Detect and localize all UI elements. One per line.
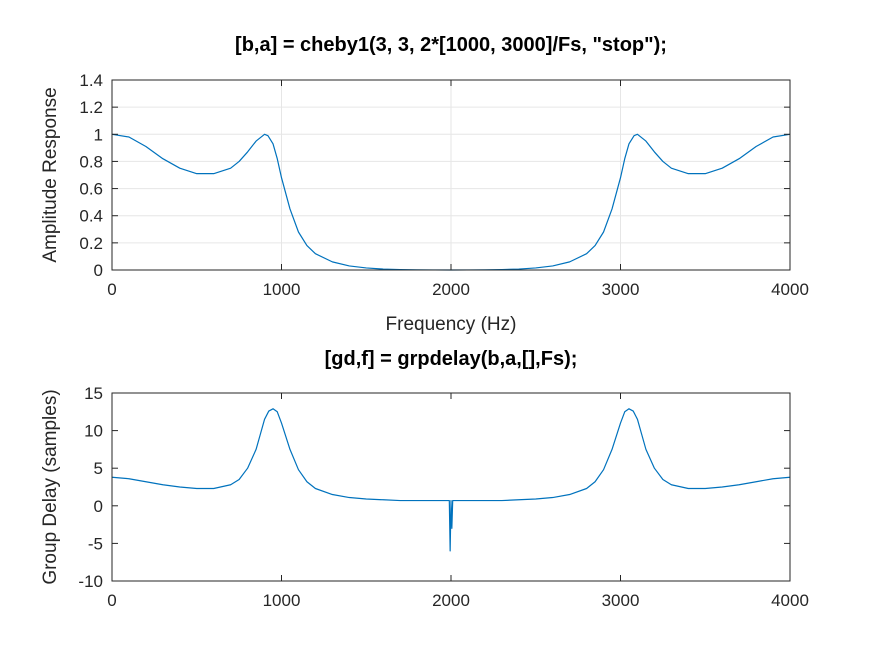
bottom-y-tick-label: 5 [94,459,103,478]
bottom-y-tick-label: 15 [84,384,103,403]
top-plot-title: [b,a] = cheby1(3, 3, 2*[1000, 3000]/Fs, … [235,34,667,56]
bottom-axes-box [111,392,791,582]
bottom-x-tick-label: 2000 [432,591,470,610]
top-y-axis-label: Amplitude Response [40,87,61,262]
top-y-tick-label: 1.4 [79,71,103,90]
top-y-tick-label: 1.2 [79,98,103,117]
top-y-tick-label: 1 [94,125,103,144]
bottom-y-axis-label: Group Delay (samples) [40,389,61,584]
top-x-tick-label: 3000 [602,280,640,299]
bottom-y-tick-label: -5 [88,534,103,553]
bottom-x-tick-label: 4000 [771,591,809,610]
top-x-tick-label: 4000 [771,280,809,299]
bottom-y-tick-label: -10 [78,572,103,591]
bottom-x-tick-label: 1000 [263,591,301,610]
top-y-tick-label: 0.8 [79,152,103,171]
top-x-axis-label: Frequency (Hz) [386,314,517,335]
bottom-data-line [111,408,791,552]
top-y-tick-label: 0.4 [79,207,103,226]
top-y-tick-label: 0.2 [79,234,103,253]
bottom-y-tick-label: 0 [94,497,103,516]
bottom-x-tick-label: 3000 [602,591,640,610]
bottom-plot-title: [gd,f] = grpdelay(b,a,[],Fs); [324,348,578,370]
top-y-tick-label: 0 [94,261,103,280]
bottom-x-tick-label: 0 [107,591,116,610]
top-x-tick-label: 2000 [432,280,470,299]
top-x-tick-label: 0 [107,280,116,299]
bottom-y-tick-label: 10 [84,422,103,441]
top-x-tick-label: 1000 [263,280,301,299]
top-y-tick-label: 0.6 [79,180,103,199]
